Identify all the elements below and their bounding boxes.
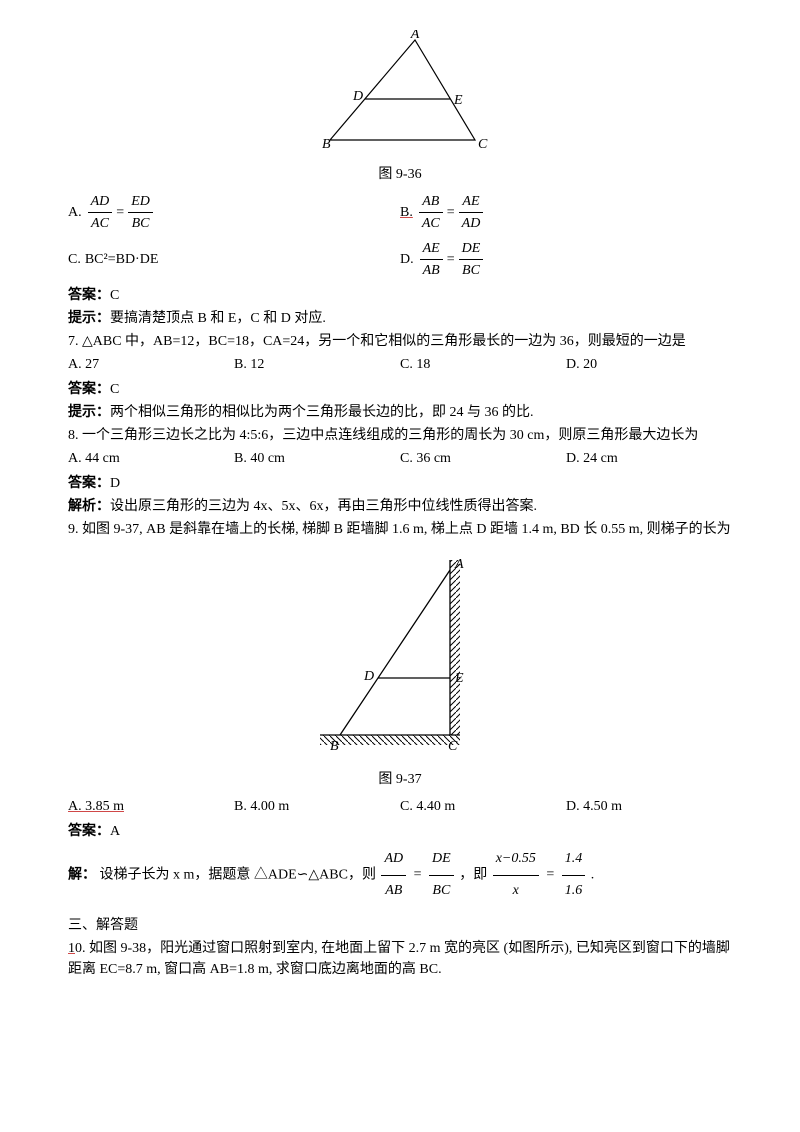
svg-text:A: A bbox=[454, 557, 464, 572]
q8-hint: 解析：设出原三角形的三边为 4x、5x、6x，再由三角形中位线性质得出答案. bbox=[68, 496, 732, 517]
q9-option-a: A. 3.85 m bbox=[68, 796, 234, 817]
q9-answer: 答案：A bbox=[68, 821, 732, 842]
q9-option-d: D. 4.50 m bbox=[566, 796, 732, 817]
q7-hint: 提示：两个相似三角形的相似比为两个三角形最长边的比，即 24 与 36 的比. bbox=[68, 402, 732, 423]
q8-option-d: D. 24 cm bbox=[566, 448, 732, 469]
page: A B C D E 图 9-36 A. ADAC = EDBC B. ABAC … bbox=[0, 0, 800, 1132]
q9-options: A. 3.85 m B. 4.00 m C. 4.40 m D. 4.50 m bbox=[68, 796, 732, 817]
q8-answer: 答案：D bbox=[68, 473, 732, 494]
q7-option-c: C. 18 bbox=[400, 354, 566, 375]
figure-9-36: A B C D E bbox=[68, 30, 732, 162]
q9-solution: 解： 设梯子长为 x m，据题意 △ADE∽△ABC，则 ADAB = DEBC… bbox=[68, 844, 732, 907]
q7-stem: 7. △ABC 中，AB=12，BC=18，CA=24，另一个和它相似的三角形最… bbox=[68, 331, 732, 352]
svg-text:C: C bbox=[478, 137, 488, 152]
q8-stem: 8. 一个三角形三边长之比为 4:5:6，三边中点连线组成的三角形的周长为 30… bbox=[68, 425, 732, 446]
q6-option-d: D. AEAB = DEBC bbox=[400, 238, 732, 281]
q6-options-row2: C. BC²=BD·DE D. AEAB = DEBC bbox=[68, 238, 732, 281]
q6-answer: 答案：C bbox=[68, 285, 732, 306]
q9-option-c: C. 4.40 m bbox=[400, 796, 566, 817]
q7-option-d: D. 20 bbox=[566, 354, 732, 375]
q6-option-a: A. ADAC = EDBC bbox=[68, 191, 400, 234]
svg-text:C: C bbox=[448, 739, 458, 754]
q9-option-b: B. 4.00 m bbox=[234, 796, 400, 817]
svg-text:A: A bbox=[410, 30, 420, 42]
q7-option-b: B. 12 bbox=[234, 354, 400, 375]
q6-option-b: B. ABAC = AEAD bbox=[400, 191, 732, 234]
q7-options: A. 27 B. 12 C. 18 D. 20 bbox=[68, 354, 732, 375]
q8-option-a: A. 44 cm bbox=[68, 448, 234, 469]
q10-stem: 10. 如图 9-38，阳光通过窗口照射到室内, 在地面上留下 2.7 m 宽的… bbox=[68, 938, 732, 980]
svg-text:E: E bbox=[454, 671, 464, 686]
q6-options-row1: A. ADAC = EDBC B. ABAC = AEAD bbox=[68, 191, 732, 234]
q6-option-c: C. BC²=BD·DE bbox=[68, 249, 400, 270]
figure-9-37-caption: 图 9-37 bbox=[68, 769, 732, 790]
ladder-wall-diagram: A B C D E bbox=[300, 550, 500, 760]
q8-option-c: C. 36 cm bbox=[400, 448, 566, 469]
q10-stem-text: 0. 如图 9-38，阳光通过窗口照射到室内, 在地面上留下 2.7 m 宽的亮… bbox=[68, 941, 730, 977]
figure-9-37: A B C D E bbox=[68, 550, 732, 767]
q8-option-b: B. 40 cm bbox=[234, 448, 400, 469]
svg-text:D: D bbox=[363, 669, 374, 684]
q9-stem: 9. 如图 9-37, AB 是斜靠在墙上的长梯, 梯脚 B 距墙脚 1.6 m… bbox=[68, 519, 732, 540]
svg-text:B: B bbox=[322, 137, 331, 152]
triangle-de-bc-diagram: A B C D E bbox=[305, 30, 495, 155]
section-3-heading: 三、解答题 bbox=[68, 915, 732, 936]
q6-hint: 提示：要搞清楚顶点 B 和 E，C 和 D 对应. bbox=[68, 308, 732, 329]
figure-9-36-caption: 图 9-36 bbox=[68, 164, 732, 185]
q8-options: A. 44 cm B. 40 cm C. 36 cm D. 24 cm bbox=[68, 448, 732, 469]
q7-option-a: A. 27 bbox=[68, 354, 234, 375]
svg-text:E: E bbox=[453, 93, 463, 108]
svg-text:D: D bbox=[352, 89, 363, 104]
svg-text:B: B bbox=[330, 739, 339, 754]
q7-answer: 答案：C bbox=[68, 379, 732, 400]
